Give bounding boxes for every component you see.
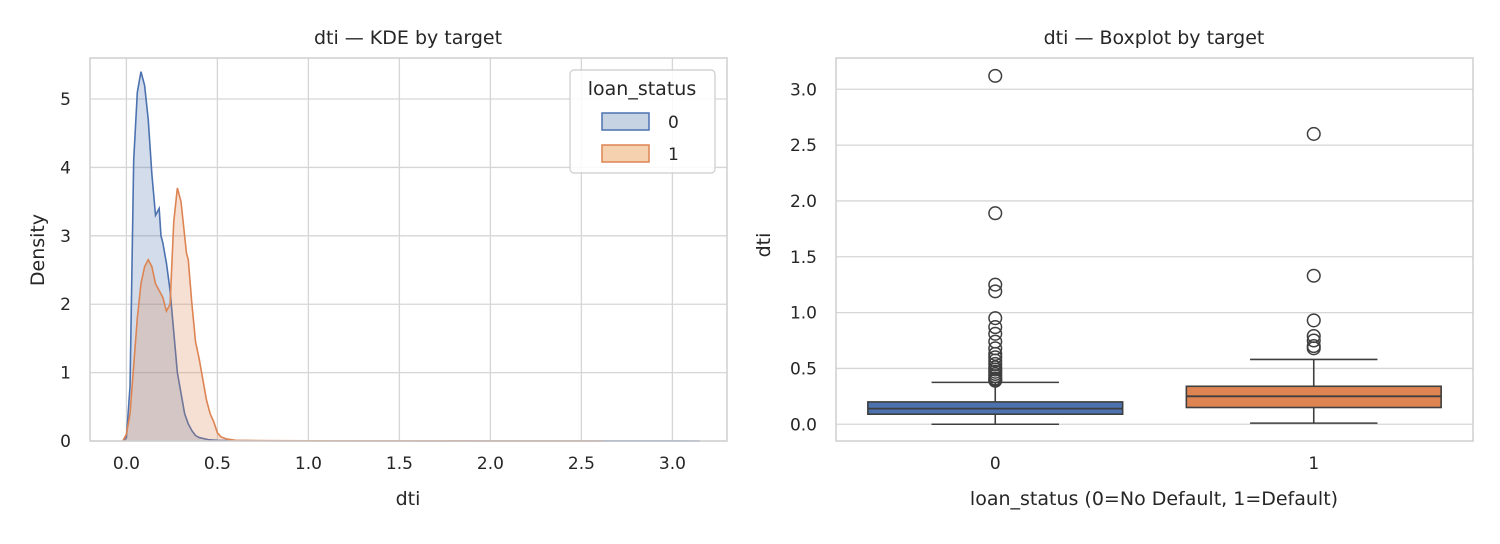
kde-x-tick-label: 1.0	[295, 454, 322, 474]
box-y-tick-label: 1.0	[790, 304, 817, 324]
kde-y-tick-label: 0	[60, 432, 71, 452]
legend-swatch-1	[601, 144, 650, 163]
kde-x-tick-label: 0.5	[204, 454, 231, 474]
box-outlier-point	[988, 346, 1003, 361]
kde-x-tick-label: 2.0	[477, 454, 504, 474]
kde-title: dti — KDE by target	[314, 27, 502, 49]
box-x-axis-label: loan_status (0=No Default, 1=Default)	[970, 488, 1338, 510]
box-outlier-point	[988, 353, 1003, 368]
legend-title: loan_status	[588, 78, 696, 100]
box-outlier-point	[1306, 341, 1321, 356]
box-outlier-point	[988, 277, 1003, 292]
kde-y-axis-label: Density	[27, 214, 49, 286]
box-y-axis-label: dti	[753, 233, 775, 258]
legend-label-1: 1	[668, 145, 679, 165]
box-y-tick-label: 2.0	[790, 192, 817, 212]
kde-x-tick-label: 2.5	[568, 454, 595, 474]
box-y-tick-label: 1.5	[790, 248, 817, 268]
box-plot-frame	[835, 57, 1474, 442]
box-outlier-point	[988, 284, 1003, 299]
box-outlier-point	[988, 326, 1003, 341]
box-x-tick-label: 0	[990, 454, 1001, 474]
box-title: dti — Boxplot by target	[1044, 27, 1265, 49]
kde-panel: 0.0 0.5 1.0 1.5 2.0 2.5 3.0 0 1 2 3 4 5 dti — KDE b…	[27, 27, 728, 510]
kde-y-tick-label: 2	[60, 295, 71, 315]
kde-y-tick-label: 1	[60, 364, 71, 384]
kde-area-series-1	[122, 187, 604, 441]
box-outlier-point	[988, 206, 1003, 221]
legend-swatch-0	[601, 112, 650, 131]
kde-y-tick-label: 5	[60, 90, 71, 110]
box-outlier-point	[1306, 268, 1321, 283]
box-outlier-point	[988, 311, 1003, 326]
box-outlier-point	[988, 68, 1003, 83]
box-group-0	[867, 68, 1124, 426]
box-panel: 0 1 0.0 0.5 1.0 1.5 2.0 2.5 3.0 dti — Boxplot b…	[753, 27, 1474, 510]
kde-x-tick-label: 0.0	[113, 454, 140, 474]
kde-area-series-0	[122, 71, 700, 442]
box-y-tick-label: 0.0	[790, 415, 817, 435]
box-y-tick-label: 3.0	[790, 80, 817, 100]
legend-label-0: 0	[668, 113, 679, 133]
kde-y-tick-label: 3	[60, 227, 71, 247]
kde-y-tick-label: 4	[60, 158, 71, 178]
box-outlier-point	[988, 373, 1003, 388]
kde-x-tick-label: 3.0	[659, 454, 686, 474]
box-outlier-point	[1306, 333, 1321, 348]
box-group-1	[1185, 126, 1442, 424]
kde-x-axis-label: dti	[396, 488, 421, 510]
kde-plot-frame	[89, 57, 728, 442]
kde-legend: loan_status 0 1	[569, 69, 716, 174]
box-y-tick-label: 2.5	[790, 136, 817, 156]
box-outlier-point	[1306, 126, 1321, 141]
box-outlier-point	[1306, 313, 1321, 328]
box-y-tick-label: 0.5	[790, 359, 817, 379]
kde-x-tick-label: 1.5	[386, 454, 413, 474]
box-outlier-point	[988, 320, 1003, 335]
box-x-tick-label: 1	[1308, 454, 1319, 474]
